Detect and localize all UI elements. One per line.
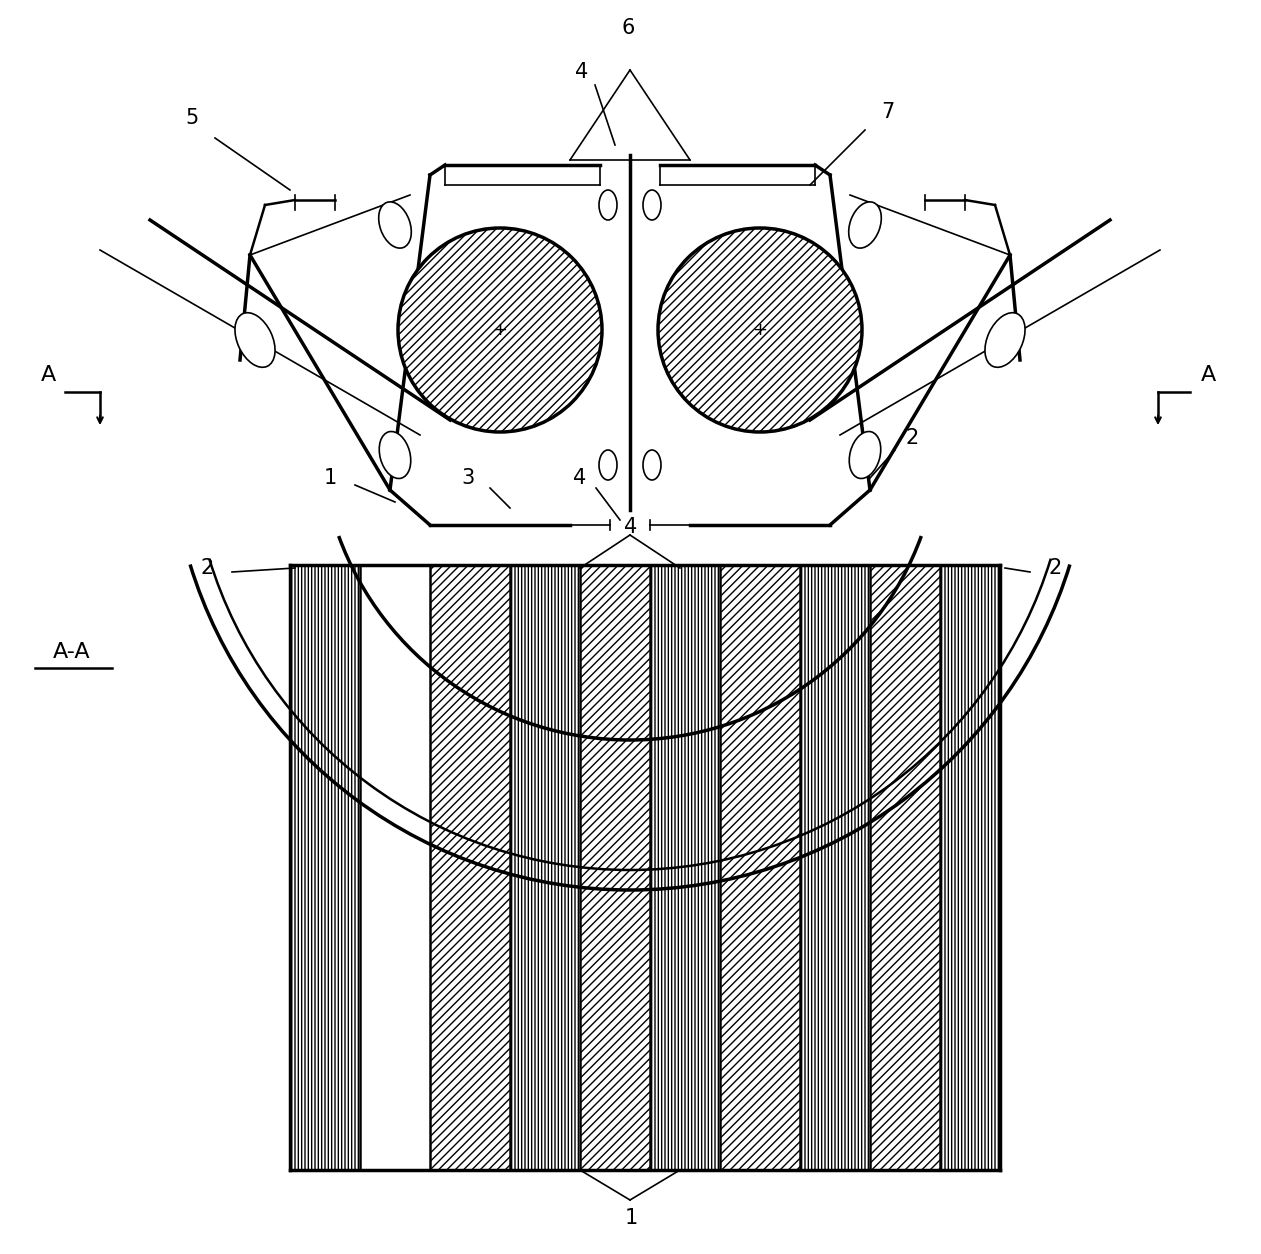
Bar <box>799 566 870 1170</box>
Text: 2: 2 <box>905 428 918 448</box>
Ellipse shape <box>380 431 411 479</box>
Text: 6: 6 <box>622 18 634 38</box>
Text: 1: 1 <box>323 468 337 488</box>
Ellipse shape <box>599 450 617 480</box>
Text: +: + <box>753 321 768 339</box>
Text: A: A <box>40 365 55 385</box>
Text: 3: 3 <box>462 468 474 488</box>
Ellipse shape <box>985 312 1025 367</box>
Ellipse shape <box>849 202 881 248</box>
Text: A-A: A-A <box>53 642 91 662</box>
Bar <box>509 566 580 1170</box>
Bar <box>580 566 649 1170</box>
Ellipse shape <box>643 450 661 480</box>
Ellipse shape <box>378 202 411 248</box>
Ellipse shape <box>643 191 661 219</box>
Bar <box>430 566 509 1170</box>
Circle shape <box>398 228 601 431</box>
Text: 5: 5 <box>185 108 199 128</box>
Ellipse shape <box>235 312 275 367</box>
Text: 2: 2 <box>1048 558 1062 578</box>
Text: 4: 4 <box>624 517 638 537</box>
Ellipse shape <box>849 431 880 479</box>
Text: A: A <box>1200 365 1216 385</box>
Text: 2: 2 <box>200 558 213 578</box>
Bar <box>939 566 1000 1170</box>
Bar <box>870 566 939 1170</box>
Text: 4: 4 <box>574 468 586 488</box>
Text: +: + <box>493 321 507 339</box>
Text: 4: 4 <box>575 61 589 82</box>
Bar <box>720 566 799 1170</box>
Bar <box>290 566 359 1170</box>
Bar <box>649 566 720 1170</box>
Circle shape <box>658 228 863 431</box>
Text: 1: 1 <box>624 1208 638 1228</box>
Ellipse shape <box>599 191 617 219</box>
Text: 7: 7 <box>881 102 894 122</box>
